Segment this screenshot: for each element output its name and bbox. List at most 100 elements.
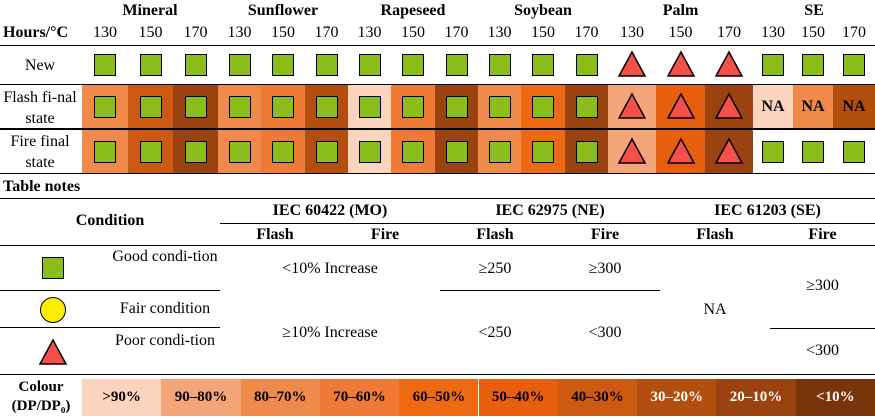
matrix-cell [261, 130, 305, 173]
good-condition-icon [802, 140, 824, 163]
standard-iec62975: IEC 62975 (NE) [495, 202, 605, 219]
poor-condition-label: Poor condi-tion [115, 332, 215, 349]
matrix-cell [656, 85, 705, 128]
row-label-fire: Fire final state [10, 133, 70, 171]
matrix-cell [608, 46, 656, 84]
matrix-cell [218, 85, 261, 128]
matrix-cell [82, 130, 128, 173]
matrix-cell [793, 46, 833, 84]
matrix-cell [565, 130, 608, 173]
good-condition-icon [402, 54, 424, 76]
temp-header: 170 [183, 24, 208, 41]
poor-condition-icon [666, 50, 695, 77]
matrix-cell [173, 85, 218, 128]
matrix-cell [705, 130, 753, 173]
matrix-cell [565, 85, 608, 128]
ne-fire-poor-value: <300 [588, 324, 622, 341]
matrix-cell [218, 46, 261, 84]
temp-header: 130 [761, 24, 785, 41]
legend-swatch: 20–10% [716, 379, 796, 416]
se-flash-value: NA [703, 301, 727, 318]
matrix-cell [82, 46, 128, 84]
good-condition-icon [139, 140, 162, 163]
temp-header: 150 [138, 24, 163, 41]
good-condition-icon [228, 95, 251, 118]
se-fire-poor-value: <300 [805, 342, 840, 359]
standard-iec60422: IEC 60422 (MO) [272, 202, 388, 219]
poor-condition-icon [617, 50, 647, 77]
table-notes-title: Table notes [3, 178, 81, 195]
good-condition-icon [358, 95, 381, 118]
mo-good-value: <10% Increase [282, 260, 378, 277]
matrix-cell [261, 85, 305, 128]
matrix-cell [478, 46, 521, 84]
temp-header: 150 [401, 24, 425, 41]
good-condition-icon [272, 54, 294, 76]
matrix-cell [173, 46, 218, 84]
poor-condition-icon [617, 136, 647, 164]
matrix-cell [656, 130, 705, 173]
good-condition-icon [802, 54, 824, 76]
mo-poor-value: ≥10% Increase [282, 324, 378, 341]
good-condition-icon [184, 54, 207, 76]
hours-label: Hours/°C [3, 24, 69, 41]
temp-header: 130 [487, 24, 512, 41]
temp-header: 130 [620, 24, 644, 41]
matrix-cell [705, 46, 753, 84]
oil-header-soybean: Soybean [514, 2, 572, 19]
good-condition-icon [315, 140, 338, 163]
good-condition-icon [402, 140, 424, 163]
oil-header-rapeseed: Rapeseed [380, 2, 446, 19]
matrix-cell [608, 85, 656, 128]
temp-header: 170 [717, 24, 741, 41]
poor-condition-icon [714, 50, 744, 77]
matrix-cell [348, 130, 391, 173]
good-condition-icon [272, 140, 294, 163]
matrix-cell [521, 46, 565, 84]
matrix-cell [391, 130, 435, 173]
temp-header: 130 [93, 24, 117, 41]
matrix-cell [435, 46, 478, 84]
na-value: NA [801, 97, 825, 115]
good-condition-icon [184, 95, 207, 118]
row-label-flash: Flash fi-nal state [3, 89, 77, 127]
temp-header: 150 [531, 24, 555, 41]
good-condition-icon [358, 140, 381, 163]
good-condition-icon [94, 95, 116, 118]
good-condition-icon [488, 140, 511, 163]
good-condition-icon [843, 140, 865, 163]
matrix-cell [348, 46, 391, 84]
poor-condition-icon [617, 91, 647, 119]
good-condition-icon [315, 54, 338, 76]
good-condition-icon [402, 95, 424, 118]
good-condition-icon [762, 140, 784, 163]
fire-header-se: Fire [808, 226, 837, 243]
temp-header: 170 [842, 24, 866, 41]
matrix-cell [833, 130, 875, 173]
matrix-cell [391, 85, 435, 128]
good-condition-icon [228, 140, 251, 163]
matrix-cell [705, 85, 753, 128]
matrix-cell [521, 85, 565, 128]
temp-header: 130 [357, 24, 382, 41]
good-condition-icon [445, 95, 468, 118]
good-condition-icon [358, 54, 381, 76]
good-condition-icon [184, 140, 207, 163]
matrix-cell [261, 46, 305, 84]
poor-condition-icon [714, 136, 744, 164]
legend-swatch: 40–30% [557, 379, 638, 416]
legend-swatch: <10% [795, 379, 875, 416]
legend-label-line2: (DP/DP₀) [11, 398, 71, 414]
good-condition-icon [445, 140, 468, 163]
temp-header: 150 [801, 24, 825, 41]
matrix-cell [435, 85, 478, 128]
good-condition-icon [532, 54, 554, 76]
row-label-new: New [24, 57, 56, 74]
legend-swatch: 90–80% [161, 379, 241, 416]
matrix-cell [478, 85, 521, 128]
temp-header: 170 [574, 24, 599, 41]
ne-flash-poor-value: <250 [478, 324, 512, 341]
fair-condition-label: Fair condition [119, 300, 211, 317]
matrix-cell [305, 85, 348, 128]
good-condition-icon [139, 54, 162, 76]
